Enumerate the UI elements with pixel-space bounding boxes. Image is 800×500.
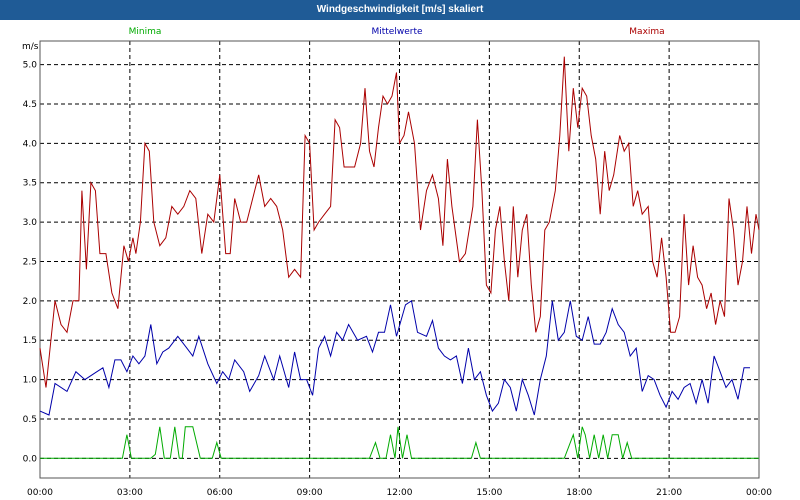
series-lines xyxy=(39,56,760,459)
y-axis-unit: m/s xyxy=(22,42,39,52)
y-tick-label: 2.5 xyxy=(23,257,37,267)
series-line-maxima xyxy=(39,56,760,388)
legend-minima: Minima xyxy=(129,27,162,37)
y-axis-ticks: 0.0 0.5 1.0 1.5 2.0 2.5 3.0 3.5 4.0 4.5 5.0 xyxy=(23,61,38,465)
x-tick-time: 03:00 xyxy=(117,488,143,498)
y-tick-label: 4.5 xyxy=(23,100,37,110)
y-tick-label: 1.0 xyxy=(23,376,38,386)
legend: Minima Mittelwerte Maxima xyxy=(129,27,665,37)
x-tick-time: 06:00 xyxy=(207,488,233,498)
x-tick-time: 00:00 xyxy=(746,488,772,498)
x-tick-time: 21:00 xyxy=(656,488,682,498)
y-tick-label: 2.0 xyxy=(23,297,38,307)
y-tick-label: 1.5 xyxy=(23,336,37,346)
series-line-minima xyxy=(40,426,759,459)
x-tick-time: 18:00 xyxy=(566,488,592,498)
x-axis-ticks: 00:0024.06.2503:0024.06.2506:0024.06.250… xyxy=(27,488,772,498)
y-tick-label: 3.5 xyxy=(23,179,37,189)
y-tick-label: 4.0 xyxy=(23,139,38,149)
legend-maxima: Maxima xyxy=(629,27,664,37)
x-tick-time: 15:00 xyxy=(476,488,502,498)
y-tick-label: 3.0 xyxy=(23,218,38,228)
chart-title: Windgeschwindigkeit [m/s] skaliert xyxy=(0,0,800,20)
series-line-mittelwerte xyxy=(39,299,750,416)
x-tick-time: 09:00 xyxy=(297,488,323,498)
x-tick-time: 12:00 xyxy=(387,488,413,498)
x-tick-time: 00:00 xyxy=(27,488,53,498)
y-tick-label: 0.0 xyxy=(23,454,38,464)
grid xyxy=(40,41,759,478)
plot-frame xyxy=(39,40,760,479)
y-tick-label: 5.0 xyxy=(23,61,38,71)
wind-speed-chart: m/s 0.0 0.5 1.0 1.5 2.0 2.5 3.0 3.5 4.0 4.5 5.0 00… xyxy=(22,27,772,498)
y-tick-label: 0.5 xyxy=(23,415,37,425)
legend-mittelwerte: Mittelwerte xyxy=(371,27,422,37)
